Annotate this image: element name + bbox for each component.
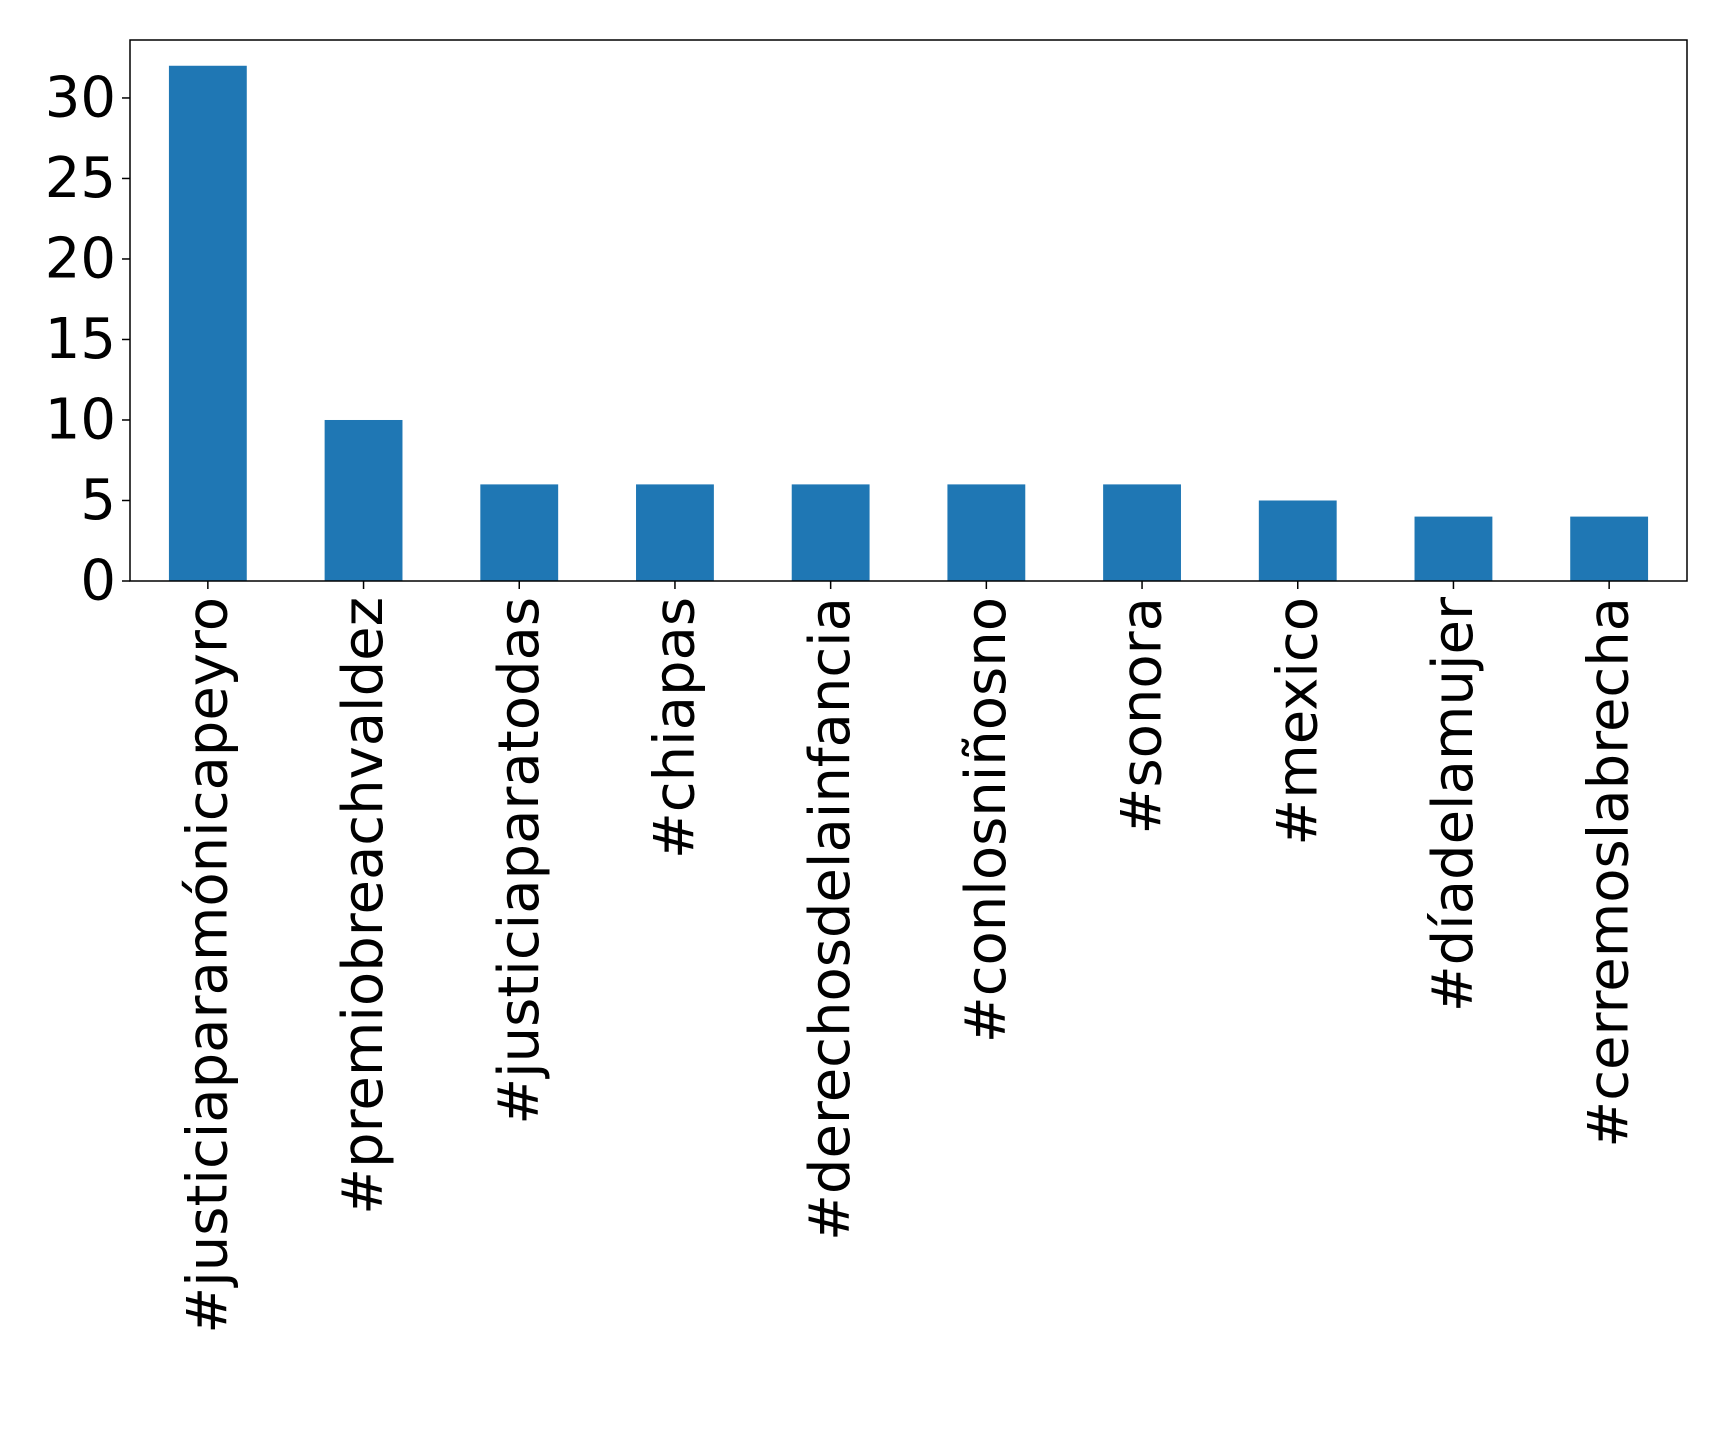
x-tick-label-8: #díadelamujer [1421, 596, 1486, 1012]
x-tick-label-0: #justiciaparamónicapeyro [175, 597, 240, 1334]
y-tick-label-0: 0 [80, 549, 116, 614]
y-tick-label-1: 5 [80, 468, 116, 533]
bar-2 [480, 484, 559, 581]
bar-6 [1103, 484, 1181, 581]
bar-5 [947, 484, 1026, 581]
x-tick-label-1: #premiobreachvaldez [331, 597, 396, 1215]
x-tick-label-6: #sonora [1110, 597, 1175, 834]
y-tick-label-3: 15 [45, 307, 116, 372]
y-tick-label-5: 25 [45, 146, 116, 211]
bar-3 [636, 484, 714, 581]
y-tick-label-6: 30 [45, 65, 116, 130]
bars-group [168, 65, 1649, 581]
x-tick-label-3: #chiapas [642, 597, 707, 859]
y-tick-label-2: 10 [45, 387, 116, 452]
bar-0 [168, 65, 247, 581]
y-tick-label-4: 20 [45, 226, 116, 291]
x-tick-label-4: #derechosdelainfancia [798, 597, 863, 1241]
y-axis: 0 5 10 15 20 25 30 [45, 65, 130, 614]
bar-8 [1414, 516, 1493, 581]
x-axis: #justiciaparamónicapeyro #premiobreachval… [175, 581, 1642, 1334]
bar-1 [324, 419, 403, 581]
x-tick-label-2: #justiciaparatodas [487, 597, 552, 1125]
bar-4 [791, 484, 870, 581]
x-tick-label-7: #mexico [1265, 597, 1330, 846]
bar-9 [1570, 516, 1649, 581]
bar-7 [1258, 500, 1337, 581]
plot-frame [129, 39, 1688, 582]
x-tick-label-9: #cerremoslabrecha [1577, 597, 1642, 1148]
x-tick-label-5: #conlosniñosno [954, 597, 1019, 1043]
